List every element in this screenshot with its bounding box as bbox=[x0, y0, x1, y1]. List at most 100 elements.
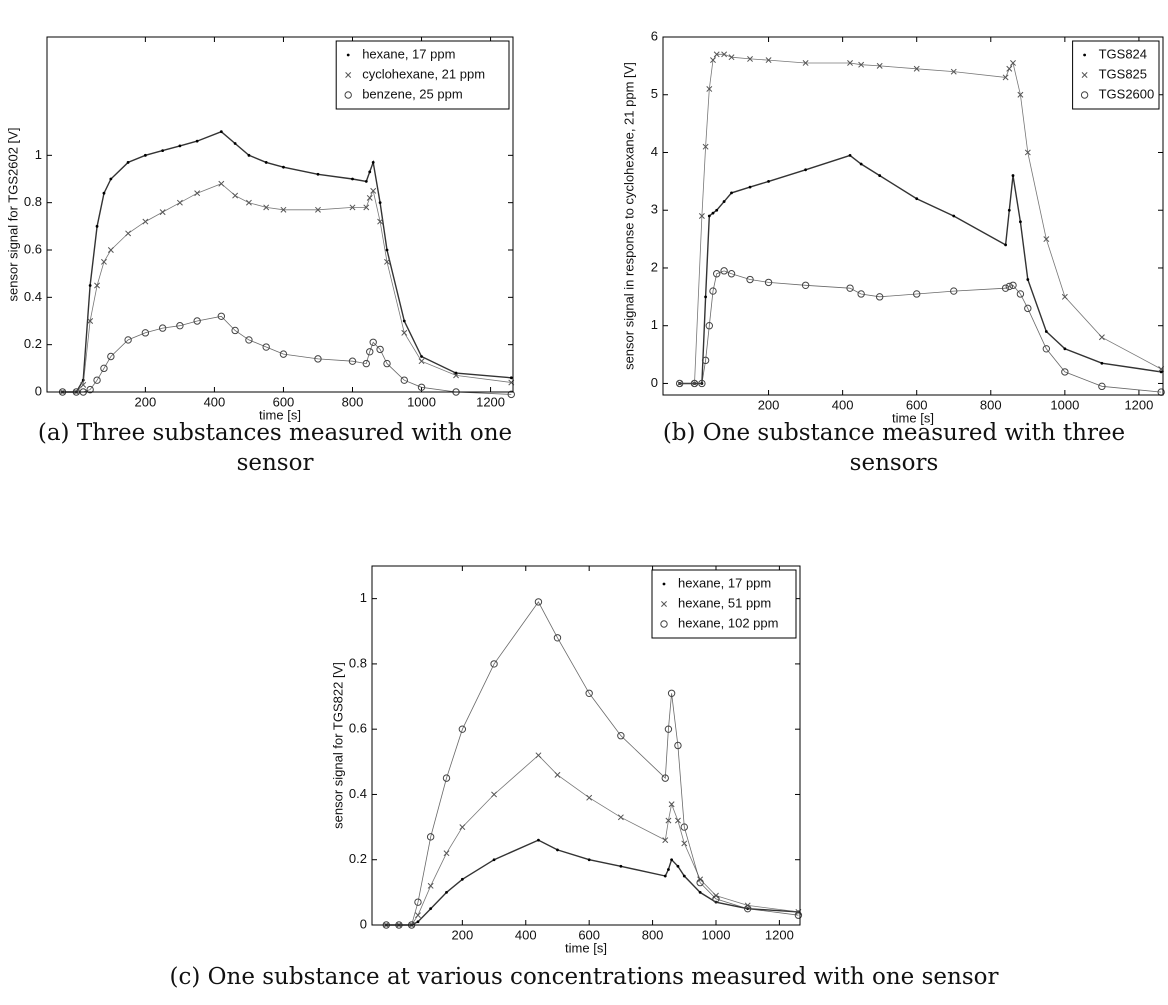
plot-frame bbox=[662, 36, 1164, 396]
x-marker bbox=[665, 817, 672, 824]
circle-marker bbox=[857, 290, 865, 298]
circle-marker bbox=[727, 270, 736, 278]
x-marker bbox=[176, 199, 183, 206]
legend-label: TGS2600 bbox=[1099, 86, 1155, 101]
circle-marker bbox=[417, 383, 426, 391]
dot-marker bbox=[1004, 243, 1007, 247]
x-marker bbox=[194, 190, 201, 197]
legend-marker bbox=[661, 601, 667, 607]
x-tick-label: 1200 bbox=[476, 394, 505, 409]
circle-marker bbox=[617, 732, 625, 740]
dot-marker bbox=[952, 214, 956, 218]
dot-marker bbox=[715, 208, 719, 212]
x-marker bbox=[950, 68, 957, 75]
y-tick-label: 2 bbox=[651, 259, 658, 274]
dot-marker bbox=[748, 185, 752, 189]
x-tick-label: 1000 bbox=[1050, 397, 1079, 412]
dot-marker bbox=[143, 153, 147, 157]
x-marker bbox=[101, 258, 107, 265]
dot-marker bbox=[102, 191, 106, 195]
x-marker bbox=[384, 258, 390, 265]
legend-marker bbox=[1083, 53, 1086, 57]
y-tick-label: 3 bbox=[651, 202, 658, 217]
circle-marker bbox=[764, 278, 773, 287]
circle-marker bbox=[376, 345, 384, 354]
x-tick-label: 200 bbox=[135, 394, 157, 409]
series-line bbox=[386, 601, 799, 926]
x-marker bbox=[535, 752, 542, 759]
dot-marker bbox=[509, 376, 513, 380]
plot-frame bbox=[371, 565, 801, 926]
x-marker bbox=[668, 801, 675, 808]
legend-marker bbox=[344, 91, 352, 99]
x-marker bbox=[728, 54, 735, 61]
circle-marker bbox=[400, 376, 408, 384]
y-tick-label: 0.2 bbox=[24, 336, 42, 351]
dot-marker bbox=[1011, 174, 1015, 177]
x-marker bbox=[443, 850, 450, 857]
circle-marker bbox=[720, 267, 728, 275]
x-marker bbox=[315, 206, 321, 213]
circle-marker bbox=[193, 317, 201, 325]
y-tick-label: 5 bbox=[651, 86, 658, 101]
dot-marker bbox=[804, 168, 807, 172]
dot-marker bbox=[1007, 208, 1011, 212]
dot-marker bbox=[619, 864, 623, 868]
circle-marker bbox=[245, 336, 253, 344]
dot-marker bbox=[178, 144, 182, 148]
x-marker bbox=[370, 187, 377, 194]
x-marker bbox=[418, 358, 425, 365]
y-tick-label: 0.4 bbox=[349, 786, 367, 801]
dot-marker bbox=[707, 214, 711, 218]
dot-marker bbox=[848, 153, 852, 157]
x-marker bbox=[232, 192, 239, 199]
x-marker bbox=[245, 199, 252, 206]
x-marker bbox=[1043, 236, 1050, 243]
plot: 200 400 600 800 1000 1200 0 0.2 0.4 0.6 0.8 1 time [… bbox=[330, 565, 803, 955]
dot-marker bbox=[711, 211, 715, 215]
legend-label: hexane, 51 ppm bbox=[678, 595, 771, 610]
series-line bbox=[679, 270, 1162, 393]
legend-marker bbox=[1081, 72, 1088, 78]
x-marker bbox=[491, 791, 498, 798]
circle-marker bbox=[124, 336, 132, 344]
x-marker bbox=[702, 143, 709, 150]
x-marker bbox=[706, 86, 713, 92]
circle-marker bbox=[507, 390, 515, 399]
x-marker bbox=[674, 817, 681, 824]
dot-marker bbox=[416, 920, 420, 924]
dot-marker bbox=[767, 179, 770, 183]
dot-marker bbox=[233, 142, 237, 145]
x-marker bbox=[401, 329, 408, 336]
x-marker bbox=[713, 51, 720, 58]
dot-marker bbox=[264, 161, 268, 164]
legend-label: hexane, 17 ppm bbox=[362, 46, 455, 61]
dot-marker bbox=[1159, 370, 1163, 374]
series-line bbox=[679, 154, 1162, 385]
x-marker bbox=[142, 218, 149, 225]
dot-marker bbox=[161, 149, 165, 153]
circle-marker bbox=[713, 270, 721, 278]
x-marker bbox=[676, 380, 683, 387]
dot-marker bbox=[378, 201, 382, 205]
dot-marker bbox=[1100, 361, 1104, 365]
circle-marker bbox=[712, 895, 720, 903]
circle-marker bbox=[362, 359, 370, 368]
circle-marker bbox=[348, 357, 357, 365]
circle-marker bbox=[100, 364, 108, 373]
dot-marker bbox=[492, 858, 496, 862]
dot-marker bbox=[537, 838, 540, 842]
circle-marker bbox=[664, 725, 673, 733]
circle-marker bbox=[1061, 368, 1069, 376]
circle-marker bbox=[680, 823, 688, 831]
dot-marker bbox=[1063, 347, 1067, 351]
x-marker bbox=[459, 824, 466, 831]
x-marker bbox=[349, 204, 356, 211]
x-marker bbox=[710, 57, 716, 64]
dot-marker bbox=[368, 170, 372, 174]
y-tick-label: 0 bbox=[35, 383, 42, 398]
x-tick-label: 1000 bbox=[702, 927, 731, 942]
dot-marker bbox=[587, 858, 591, 862]
legend-label: hexane, 17 ppm bbox=[678, 575, 771, 590]
